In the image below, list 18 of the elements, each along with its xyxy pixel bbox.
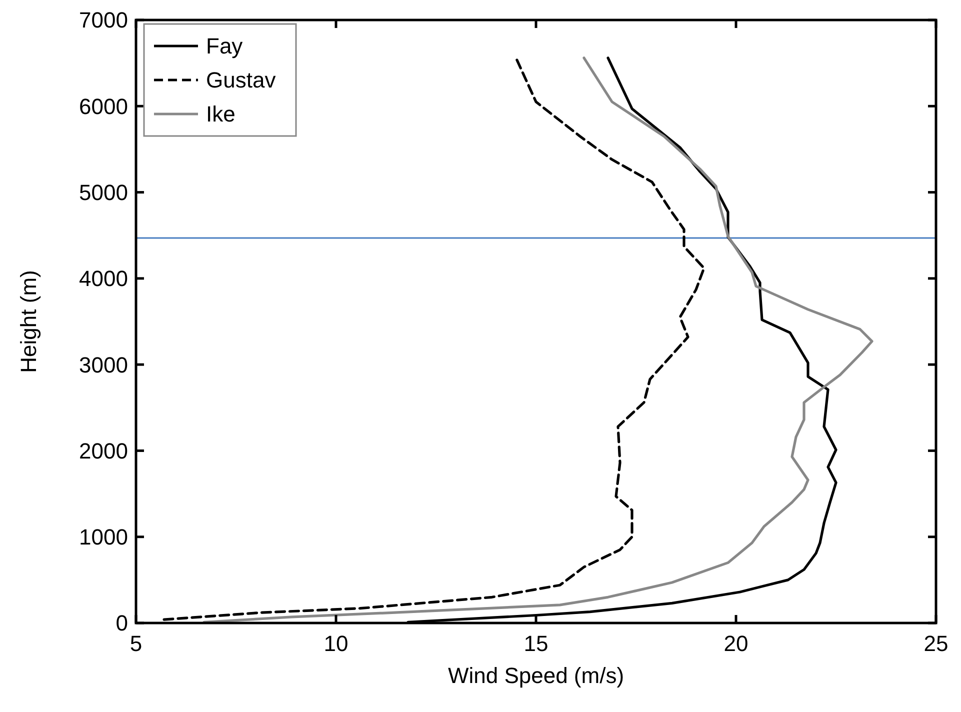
y-tick-label: 6000 xyxy=(79,94,128,119)
x-axis-title: Wind Speed (m/s) xyxy=(448,663,624,688)
legend-label: Ike xyxy=(206,102,236,127)
y-tick-label: 1000 xyxy=(79,524,128,550)
legend-label: Gustav xyxy=(206,68,276,93)
y-tick-label: 3000 xyxy=(79,352,128,378)
legend-label: Fay xyxy=(206,34,243,59)
x-tick-label: 15 xyxy=(524,631,548,656)
x-tick-label: 10 xyxy=(324,631,348,656)
y-tick-label: 0 xyxy=(116,610,128,636)
x-tick-label: 20 xyxy=(724,631,748,656)
x-tick-label: 5 xyxy=(130,631,142,656)
y-tick-label: 5000 xyxy=(79,180,128,205)
y-tick-label: 4000 xyxy=(79,266,128,292)
y-axis-title: Height (m) xyxy=(16,270,41,373)
y-tick-label: 2000 xyxy=(79,438,128,464)
x-tick-label: 25 xyxy=(924,631,948,656)
y-tick-label: 7000 xyxy=(79,8,128,33)
